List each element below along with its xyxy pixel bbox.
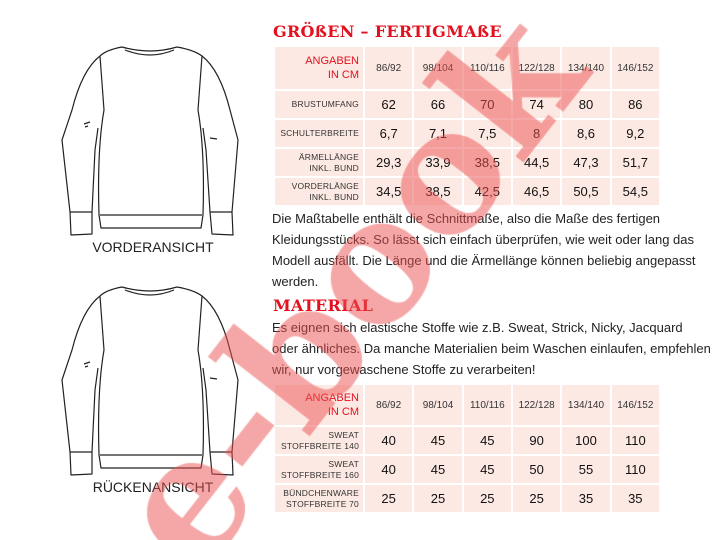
cell: 45 <box>461 425 513 456</box>
row-label: SCHULTERBREITE <box>273 118 365 149</box>
units-label: ANGABEN IN CM <box>273 383 365 427</box>
cell: 55 <box>560 454 612 485</box>
table-row: VORDERLÄNGE INKL. BUND 34,5 38,5 42,5 46,… <box>273 176 662 207</box>
table-row: BRUSTUMFANG 62 66 70 74 80 86 <box>273 89 662 120</box>
cell: 50,5 <box>560 176 612 207</box>
material-description: Es eignen sich elastische Stoffe wie z.B… <box>272 320 711 377</box>
table-row: SWEAT STOFFBREITE 140 40 45 45 90 100 110 <box>273 425 662 456</box>
back-caption: RÜCKENANSICHT <box>92 479 214 495</box>
size-header: 146/152 <box>609 383 662 427</box>
size-header: 146/152 <box>609 45 662 91</box>
cell: 9,2 <box>609 118 662 149</box>
size-header: 122/128 <box>510 45 563 91</box>
sizes-table: ANGABEN IN CM 86/92 98/104 110/116 122/12… <box>273 45 662 207</box>
size-header: 110/116 <box>461 45 513 91</box>
table-row: SWEAT STOFFBREITE 160 40 45 45 50 55 110 <box>273 454 662 485</box>
size-header: 98/104 <box>412 383 464 427</box>
cell: 7,5 <box>461 118 513 149</box>
units-label: ANGABEN IN CM <box>273 45 365 91</box>
cell: 6,7 <box>362 118 415 149</box>
cell: 40 <box>362 425 415 456</box>
cell: 25 <box>362 483 415 514</box>
table-header-row: ANGABEN IN CM 86/92 98/104 110/116 122/12… <box>273 383 662 427</box>
cell: 8 <box>510 118 563 149</box>
table-row: ÄRMELLÄNGE INKL. BUND 29,3 33,9 38,5 44,5… <box>273 147 662 178</box>
cell: 74 <box>510 89 563 120</box>
table-row: SCHULTERBREITE 6,7 7,1 7,5 8 8,6 9,2 <box>273 118 662 149</box>
cell: 90 <box>510 425 563 456</box>
cell: 62 <box>362 89 415 120</box>
cell: 35 <box>609 483 662 514</box>
cell: 42,5 <box>461 176 513 207</box>
cell: 34,5 <box>362 176 415 207</box>
cell: 47,3 <box>560 147 612 178</box>
cell: 38,5 <box>461 147 513 178</box>
cell: 25 <box>461 483 513 514</box>
cell: 54,5 <box>609 176 662 207</box>
row-label: BÜNDCHENWARE STOFFBREITE 70 <box>273 483 365 514</box>
table-header-row: ANGABEN IN CM 86/92 98/104 110/116 122/12… <box>273 45 662 91</box>
sweater-illustrations <box>61 46 239 476</box>
sizes-description: Die Maßtabelle enthält die Schnittmaße, … <box>272 211 696 289</box>
row-label: VORDERLÄNGE INKL. BUND <box>273 176 365 207</box>
cell: 70 <box>461 89 513 120</box>
size-header: 86/92 <box>362 45 415 91</box>
row-label: BRUSTUMFANG <box>273 89 365 120</box>
size-header: 98/104 <box>412 45 464 91</box>
cell: 33,9 <box>412 147 464 178</box>
cell: 8,6 <box>560 118 612 149</box>
size-header: 122/128 <box>510 383 563 427</box>
cell: 110 <box>609 454 662 485</box>
cell: 51,7 <box>609 147 662 178</box>
cell: 45 <box>461 454 513 485</box>
cell: 45 <box>412 425 464 456</box>
cell: 40 <box>362 454 415 485</box>
cell: 38,5 <box>412 176 464 207</box>
cell: 80 <box>560 89 612 120</box>
table-row: BÜNDCHENWARE STOFFBREITE 70 25 25 25 25 3… <box>273 483 662 514</box>
cell: 35 <box>560 483 612 514</box>
sizes-title: GRÖßEN – FERTIGMAßE <box>273 22 502 41</box>
size-header: 134/140 <box>560 383 612 427</box>
cell: 45 <box>412 454 464 485</box>
material-title: MATERIAL <box>273 296 374 315</box>
row-label: ÄRMELLÄNGE INKL. BUND <box>273 147 365 178</box>
size-header: 86/92 <box>362 383 415 427</box>
cell: 7,1 <box>412 118 464 149</box>
cell: 110 <box>609 425 662 456</box>
cell: 44,5 <box>510 147 563 178</box>
cell: 66 <box>412 89 464 120</box>
cell: 25 <box>510 483 563 514</box>
front-view-sweater <box>61 46 239 236</box>
cell: 46,5 <box>510 176 563 207</box>
material-table: ANGABEN IN CM 86/92 98/104 110/116 122/12… <box>273 383 662 514</box>
cell: 100 <box>560 425 612 456</box>
size-header: 110/116 <box>461 383 513 427</box>
size-header: 134/140 <box>560 45 612 91</box>
cell: 29,3 <box>362 147 415 178</box>
back-view-sweater <box>61 286 239 476</box>
cell: 25 <box>412 483 464 514</box>
cell: 50 <box>510 454 563 485</box>
row-label: SWEAT STOFFBREITE 160 <box>273 454 365 485</box>
front-caption: VORDERANSICHT <box>92 239 214 255</box>
row-label: SWEAT STOFFBREITE 140 <box>273 425 365 456</box>
cell: 86 <box>609 89 662 120</box>
